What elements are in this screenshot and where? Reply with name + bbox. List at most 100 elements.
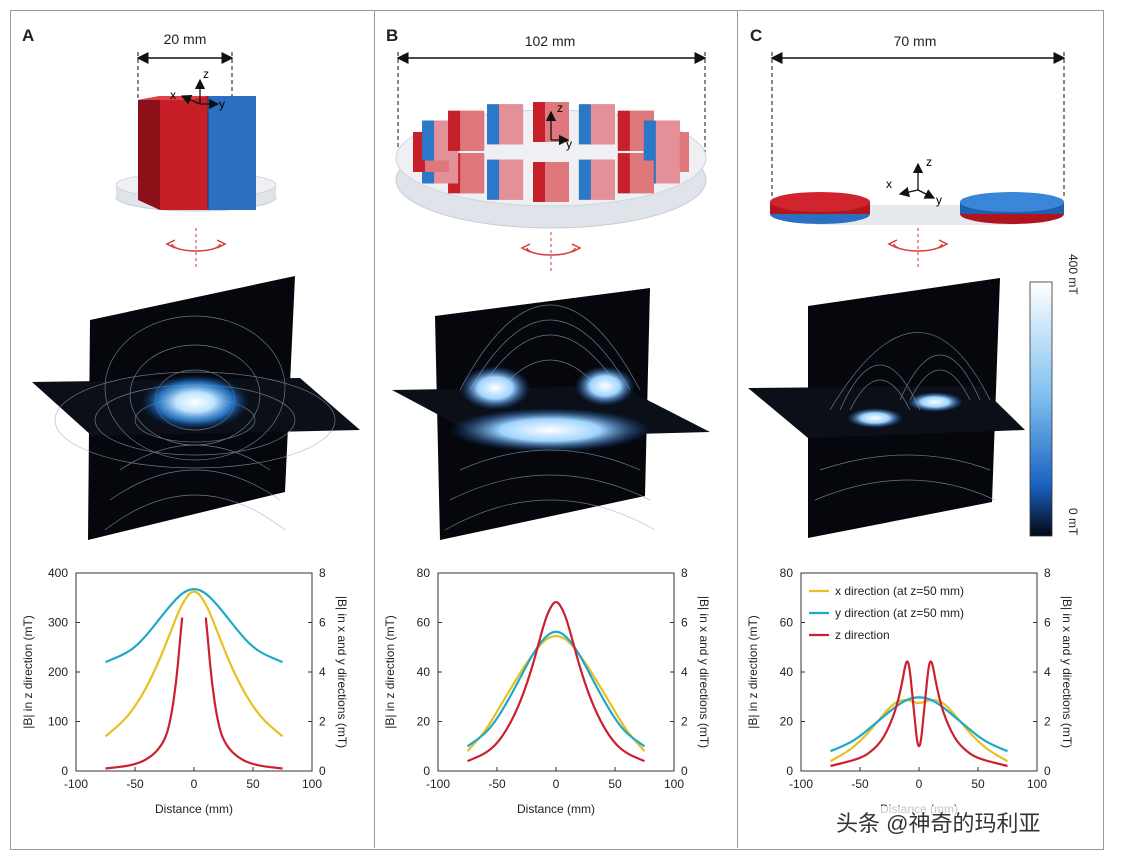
y-tick-label-right: 8: [1044, 566, 1051, 580]
ring-magnet-side: [578, 104, 591, 145]
y-tick-label-left: 400: [48, 566, 68, 580]
y-axis-label-left: |B| in z direction (mT): [21, 615, 35, 729]
watermark: 头条 @神奇的玛利亚: [832, 806, 1045, 838]
ring-magnet-side: [533, 162, 545, 202]
y-tick-label-left: 0: [61, 764, 68, 778]
y-tick-label-left: 20: [780, 715, 794, 729]
x-tick-label: 0: [553, 777, 560, 791]
panel-divider: [737, 10, 738, 848]
field-plot-b: [392, 288, 710, 540]
x-tick-label: 50: [246, 777, 260, 791]
x-tick-label: 100: [302, 777, 322, 791]
y-axis-label-right: |B| in x and y directions (mT): [1060, 596, 1074, 748]
ring-magnet-side: [578, 159, 591, 200]
y-tick-label-right: 4: [681, 665, 688, 679]
axis-y-a: y: [219, 97, 225, 111]
y-tick-label-right: 8: [681, 566, 688, 580]
y-tick-label-right: 2: [681, 715, 688, 729]
y-tick-label-left: 200: [48, 665, 68, 679]
x-axis-label: Distance (mm): [517, 802, 595, 816]
dimension-label-c: 70 mm: [893, 33, 937, 49]
x-tick-label: 50: [971, 777, 985, 791]
series-z-line: [467, 600, 645, 763]
ring-magnet-side: [487, 104, 500, 145]
panel-letter-b: B: [386, 26, 399, 45]
y-tick-label-right: 0: [681, 764, 688, 778]
ring-magnet-side: [617, 153, 630, 194]
ring-magnet-face: [655, 120, 680, 161]
series-x-line: [829, 698, 1009, 763]
y-tick-label-right: 2: [319, 715, 326, 729]
legend-label: z direction: [835, 628, 890, 642]
axis-z-b: z: [557, 101, 563, 115]
y-tick-label-right: 0: [1044, 764, 1051, 778]
y-tick-label-left: 60: [780, 616, 794, 630]
ring-magnet-side: [533, 102, 545, 142]
line-chart-a: -100 -50 0 50 100010020030040002468Distance …: [21, 566, 349, 816]
panel-letter-c: C: [750, 26, 763, 45]
magnet-c: z y x: [770, 52, 1066, 268]
y-axis-label-right: |B| in x and y directions (mT): [697, 596, 711, 748]
figure-frame: [10, 10, 1104, 850]
x-axis-label: Distance (mm): [155, 802, 233, 816]
plot-frame: [75, 572, 313, 772]
series-z-line: [204, 617, 283, 770]
magnet-b: z y: [395, 52, 707, 272]
axis-y-c: y: [936, 193, 942, 207]
panel-letter-a: A: [22, 26, 35, 45]
series-z-line: [105, 617, 184, 770]
axis-y-b: y: [566, 137, 572, 151]
y-tick-label-left: 100: [48, 715, 68, 729]
colorbar: [1029, 281, 1053, 537]
y-tick-label-left: 80: [417, 566, 431, 580]
x-tick-label: -100: [64, 777, 88, 791]
ring-magnet-side: [487, 159, 500, 200]
plot-frame: [800, 572, 1038, 772]
y-tick-label-right: 4: [1044, 665, 1051, 679]
y-tick-label-right: 6: [319, 616, 326, 630]
axis-z-c: z: [926, 155, 932, 169]
series-y-line: [105, 588, 283, 664]
x-tick-label: 100: [664, 777, 684, 791]
x-tick-label: 0: [191, 777, 198, 791]
y-tick-label-left: 0: [423, 764, 430, 778]
panel-divider: [374, 10, 375, 848]
y-tick-label-left: 20: [417, 715, 431, 729]
y-axis-label-left: |B| in z direction (mT): [746, 615, 760, 729]
y-tick-label-right: 2: [1044, 715, 1051, 729]
field-plot-a: [32, 276, 360, 540]
ring-magnet-face: [460, 110, 485, 151]
legend-label: x direction (at z=50 mm): [835, 584, 964, 598]
x-tick-label: 100: [1027, 777, 1047, 791]
dimension-label-a: 20 mm: [163, 31, 207, 47]
y-tick-label-left: 80: [780, 566, 794, 580]
ring-magnet-face: [499, 159, 524, 200]
series-x-line: [104, 590, 284, 738]
y-tick-label-left: 40: [417, 665, 431, 679]
axis-x-a: x: [170, 88, 176, 102]
x-tick-label: 50: [608, 777, 622, 791]
ring-magnet-face: [590, 159, 615, 200]
x-tick-label: -50: [851, 777, 869, 791]
y-tick-label-right: 6: [1044, 616, 1051, 630]
ring-magnet-face: [460, 153, 485, 194]
ring-magnet-face: [590, 104, 615, 145]
series-x-line: [466, 635, 646, 752]
y-tick-label-right: 4: [319, 665, 326, 679]
axis-x-c: x: [886, 177, 892, 191]
dimension-label-b: 102 mm: [524, 33, 576, 49]
x-tick-label: -50: [488, 777, 506, 791]
axis-z-a: z: [203, 67, 209, 81]
ring-magnet-face: [499, 104, 524, 145]
x-tick-label: -100: [426, 777, 450, 791]
series-z-line: [830, 660, 1008, 768]
y-axis-label-left: |B| in z direction (mT): [383, 615, 397, 729]
magnet-illustrations: z y x z y z: [115, 52, 1066, 272]
ring-magnet-side: [448, 110, 461, 151]
ring-magnet-side: [643, 120, 656, 161]
y-tick-label-right: 8: [319, 566, 326, 580]
field-visualizations: [32, 276, 1053, 540]
magnet-a: z y x: [115, 52, 277, 268]
